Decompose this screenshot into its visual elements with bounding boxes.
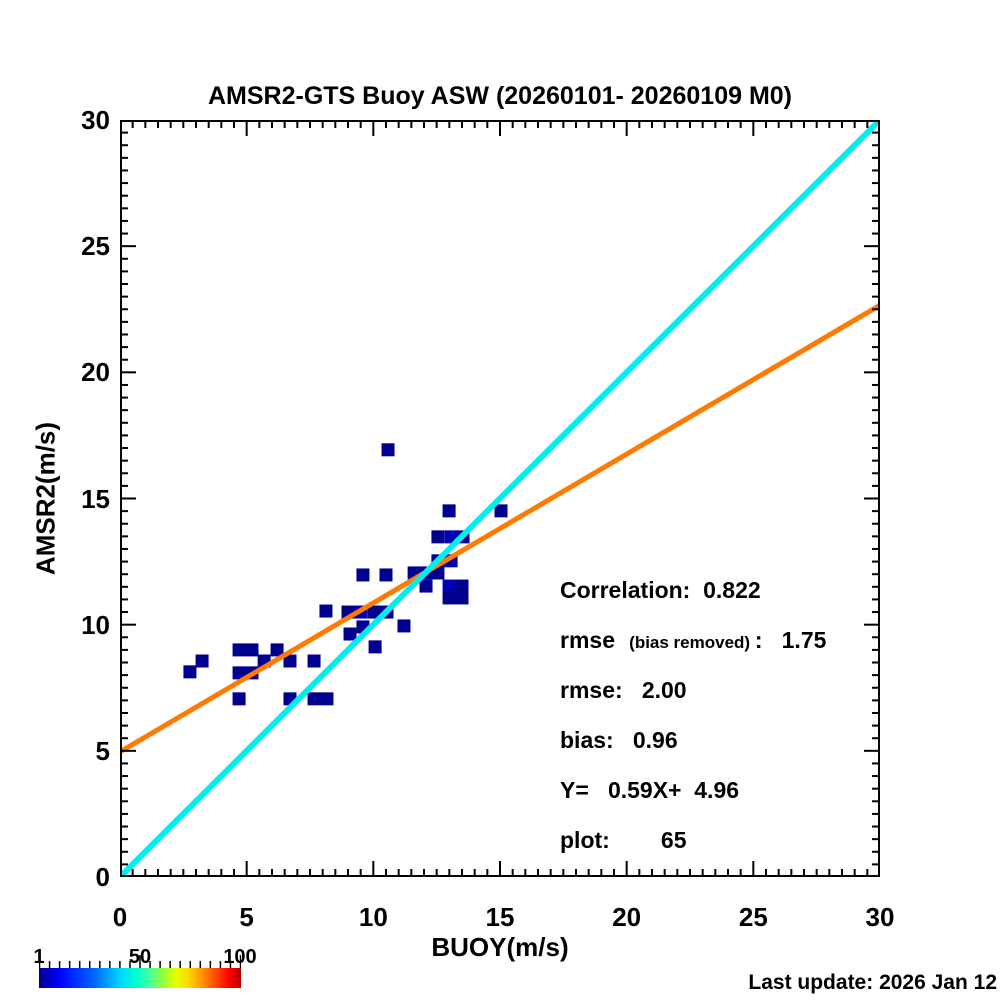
y-tick-label: 30 — [81, 105, 110, 135]
scatter-cell — [245, 643, 259, 657]
scatter-cell — [356, 568, 370, 582]
colorbar-ticks — [39, 955, 241, 968]
identity-line — [120, 120, 880, 877]
x-tick-label: 0 — [112, 902, 128, 932]
scatter-cell — [419, 579, 433, 593]
scatter-cell — [494, 504, 508, 518]
y-tick-label: 10 — [81, 609, 110, 640]
scatter-cell — [307, 692, 321, 706]
colorbar-gradient — [39, 968, 241, 988]
y-tick-label: 15 — [81, 483, 110, 514]
plot-frame — [120, 120, 880, 877]
scatter-cell — [397, 619, 411, 633]
x-tick-label: 15 — [485, 902, 515, 932]
scatter-cell — [379, 568, 393, 582]
scatter-cell — [442, 579, 456, 593]
y-tick-label: 5 — [95, 735, 110, 766]
stat-rmse-br-label: rmse — [560, 627, 615, 653]
plot-area — [120, 120, 880, 877]
y-tick-label: 20 — [81, 357, 110, 388]
scatter-cell — [368, 640, 382, 654]
scatter-cell — [232, 643, 246, 657]
stat-bias: bias: 0.96 — [560, 727, 678, 753]
scatter-cell — [442, 591, 456, 605]
scatter-cell — [232, 692, 246, 706]
x-tick-label: 25 — [738, 902, 768, 932]
scatter-cell — [232, 666, 246, 680]
scatter-cell — [319, 604, 333, 618]
scatter-cell — [367, 605, 381, 619]
scatter-cell — [455, 579, 469, 593]
scatter-cell — [431, 530, 445, 544]
scatter-cell — [183, 665, 197, 679]
scatter-cell — [442, 504, 456, 518]
stat-plot-count: plot: 65 — [560, 827, 687, 853]
x-tick-label: 20 — [612, 902, 642, 932]
stat-rmse-br-note: (bias removed) — [614, 633, 755, 652]
scatter-cell — [343, 627, 357, 641]
stat-rmse-br-value: : 1.75 — [754, 627, 827, 653]
scatter-cell — [320, 692, 334, 706]
y-tick-label: 0 — [95, 862, 110, 892]
y-tick-label: 25 — [81, 231, 110, 262]
scatter-cell — [270, 643, 284, 657]
scatter-cell — [283, 654, 297, 668]
scatter-cell — [195, 654, 209, 668]
x-tick-label: 10 — [358, 902, 388, 932]
chart-title: AMSR2-GTS Buoy ASW (20260101- 20260109 M… — [207, 82, 793, 110]
last-update-label: Last update: 2026 Jan 12 — [748, 971, 997, 994]
x-axis-title: BUOY(m/s) — [431, 932, 569, 962]
x-tick-label: 5 — [239, 902, 254, 932]
stat-fit-equation: Y= 0.59X+ 4.96 — [560, 777, 740, 803]
stat-rmse-bias-removed: rmse (bias removed) : 1.75 — [560, 627, 826, 656]
plot-canvas — [120, 120, 880, 877]
stat-correlation: Correlation: 0.822 — [560, 577, 761, 603]
scatter-cell — [307, 654, 321, 668]
scatter-cell — [381, 443, 395, 457]
scatter-cell — [455, 591, 469, 605]
stat-rmse: rmse: 2.00 — [560, 677, 687, 703]
fit-line — [120, 303, 880, 754]
x-tick-label: 30 — [865, 902, 895, 932]
